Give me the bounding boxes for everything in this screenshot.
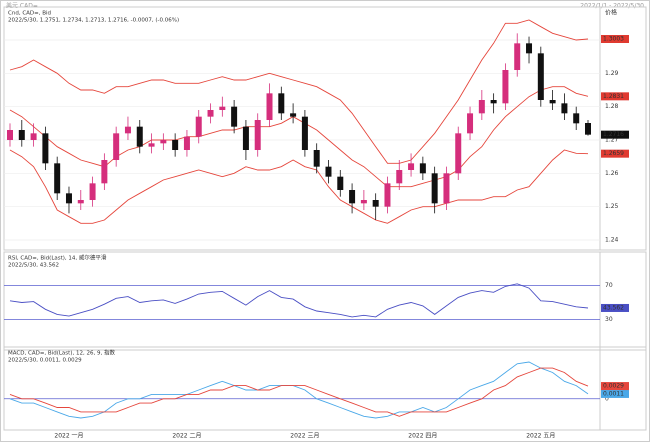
- candle-body: [349, 190, 356, 204]
- candle-body: [65, 193, 72, 204]
- series-last-value-box: [601, 389, 629, 398]
- candle-body: [266, 93, 273, 120]
- y-tick-label: 1.26: [605, 170, 619, 177]
- candle-body: [113, 133, 120, 160]
- y-tick-label: 1.27: [605, 137, 619, 144]
- candle-body: [478, 100, 485, 114]
- candle-body: [526, 43, 533, 54]
- x-tick-label: 2022 三月: [290, 433, 319, 440]
- candle-body: [183, 136, 190, 150]
- series-last-value: 43.562: [603, 304, 624, 311]
- candle-body: [325, 166, 332, 177]
- candle-body: [42, 133, 49, 164]
- candle-body: [290, 113, 297, 117]
- candle-body: [561, 103, 568, 114]
- candle-body: [573, 113, 580, 124]
- candle-body: [372, 200, 379, 207]
- candle-body: [172, 140, 179, 150]
- candle-body: [148, 143, 155, 147]
- band-last-value: 1.2659: [603, 150, 624, 157]
- candle-body: [231, 106, 238, 127]
- y-tick-label: 30: [605, 316, 613, 323]
- panel-border: [3, 6, 647, 251]
- candle-body: [207, 110, 214, 117]
- x-tick-label: 2022 四月: [408, 433, 437, 440]
- band-last-value-box: [601, 92, 629, 101]
- candle-body: [101, 160, 108, 184]
- candle-body: [537, 53, 544, 100]
- candle-body: [278, 93, 285, 114]
- x-tick-label: 2022 五月: [526, 433, 555, 440]
- candle-body: [549, 100, 556, 104]
- candle-body: [254, 120, 261, 150]
- band-last-value: 1.2831: [603, 93, 624, 100]
- band-last-value-box: [601, 35, 629, 43]
- y-tick-label: 1.28: [605, 103, 619, 110]
- legend-text: MACD, CAD=, Bid(Last), 12, 26, 9, 指数: [8, 349, 115, 357]
- y-tick-label: 1.25: [605, 203, 619, 210]
- y-tick-label: 70: [605, 282, 613, 289]
- candle-body: [360, 200, 367, 204]
- legend-text: 2022/5/30, 43.562: [8, 263, 59, 269]
- band-last-value: 1.3003: [603, 36, 624, 43]
- candle-body: [384, 183, 391, 207]
- candle-body: [419, 163, 426, 174]
- x-tick-label: 2022 二月: [172, 433, 201, 440]
- last-price-box: [601, 130, 629, 139]
- candle-body: [313, 150, 320, 167]
- candle-body: [18, 130, 25, 140]
- series-last-value: 0.0011: [603, 390, 624, 397]
- candle-body: [502, 70, 509, 104]
- candle-body: [89, 183, 96, 200]
- legend-text: RSI, CAD=, Bid(Last), 14, 威尔德平滑: [8, 254, 107, 262]
- last-price: 1.2716: [603, 131, 624, 138]
- candle-body: [160, 140, 167, 144]
- candle-body: [431, 173, 438, 204]
- candle-body: [337, 176, 344, 190]
- series-last-value-box: [601, 303, 629, 312]
- y-tick-label: 1.29: [605, 70, 619, 77]
- candle-body: [242, 126, 249, 150]
- legend-text: 2022/5/30, 1.2751, 1.2734, 1.2713, 1.271…: [8, 18, 179, 24]
- candle-body: [455, 133, 462, 174]
- candle-body: [195, 116, 202, 137]
- candle-body: [301, 116, 308, 150]
- band-last-value-box: [601, 149, 629, 158]
- series-last-value-box: [601, 382, 629, 391]
- candle-body: [396, 170, 403, 184]
- series-line: [9, 361, 589, 419]
- panel-border: [3, 346, 647, 431]
- candle-body: [77, 200, 84, 204]
- y-tick-label: 1.24: [605, 237, 619, 244]
- band-line: [9, 19, 589, 164]
- candle-body: [514, 43, 521, 70]
- y-tick-label: 0: [605, 395, 609, 402]
- panel-border: [3, 251, 647, 351]
- legend-text: Cnd, CAD=, Bid: [8, 11, 51, 17]
- legend-text: 2022/5/30, 0.0011, 0.0029: [8, 358, 82, 364]
- candle-body: [219, 106, 226, 110]
- candle-body: [54, 163, 61, 194]
- header-left: 美元 CAD=: [6, 2, 38, 10]
- candle-body: [490, 100, 497, 104]
- candle-body: [585, 123, 591, 135]
- x-tick-label: 2022 一月: [54, 433, 83, 440]
- candle-body: [30, 133, 37, 140]
- series-line: [9, 283, 589, 318]
- candle-body: [124, 126, 131, 134]
- candle-body: [467, 113, 474, 134]
- candle-body: [7, 130, 13, 140]
- candle-body: [443, 173, 450, 204]
- header-right: 2022/1/1 - 2022/5/30: [580, 3, 644, 10]
- band-line: [9, 149, 589, 224]
- candle-body: [136, 126, 143, 147]
- series-last-value: 0.0029: [603, 383, 624, 390]
- axis-title: 价格: [605, 9, 617, 17]
- series-line: [9, 367, 589, 417]
- candle-body: [408, 163, 415, 170]
